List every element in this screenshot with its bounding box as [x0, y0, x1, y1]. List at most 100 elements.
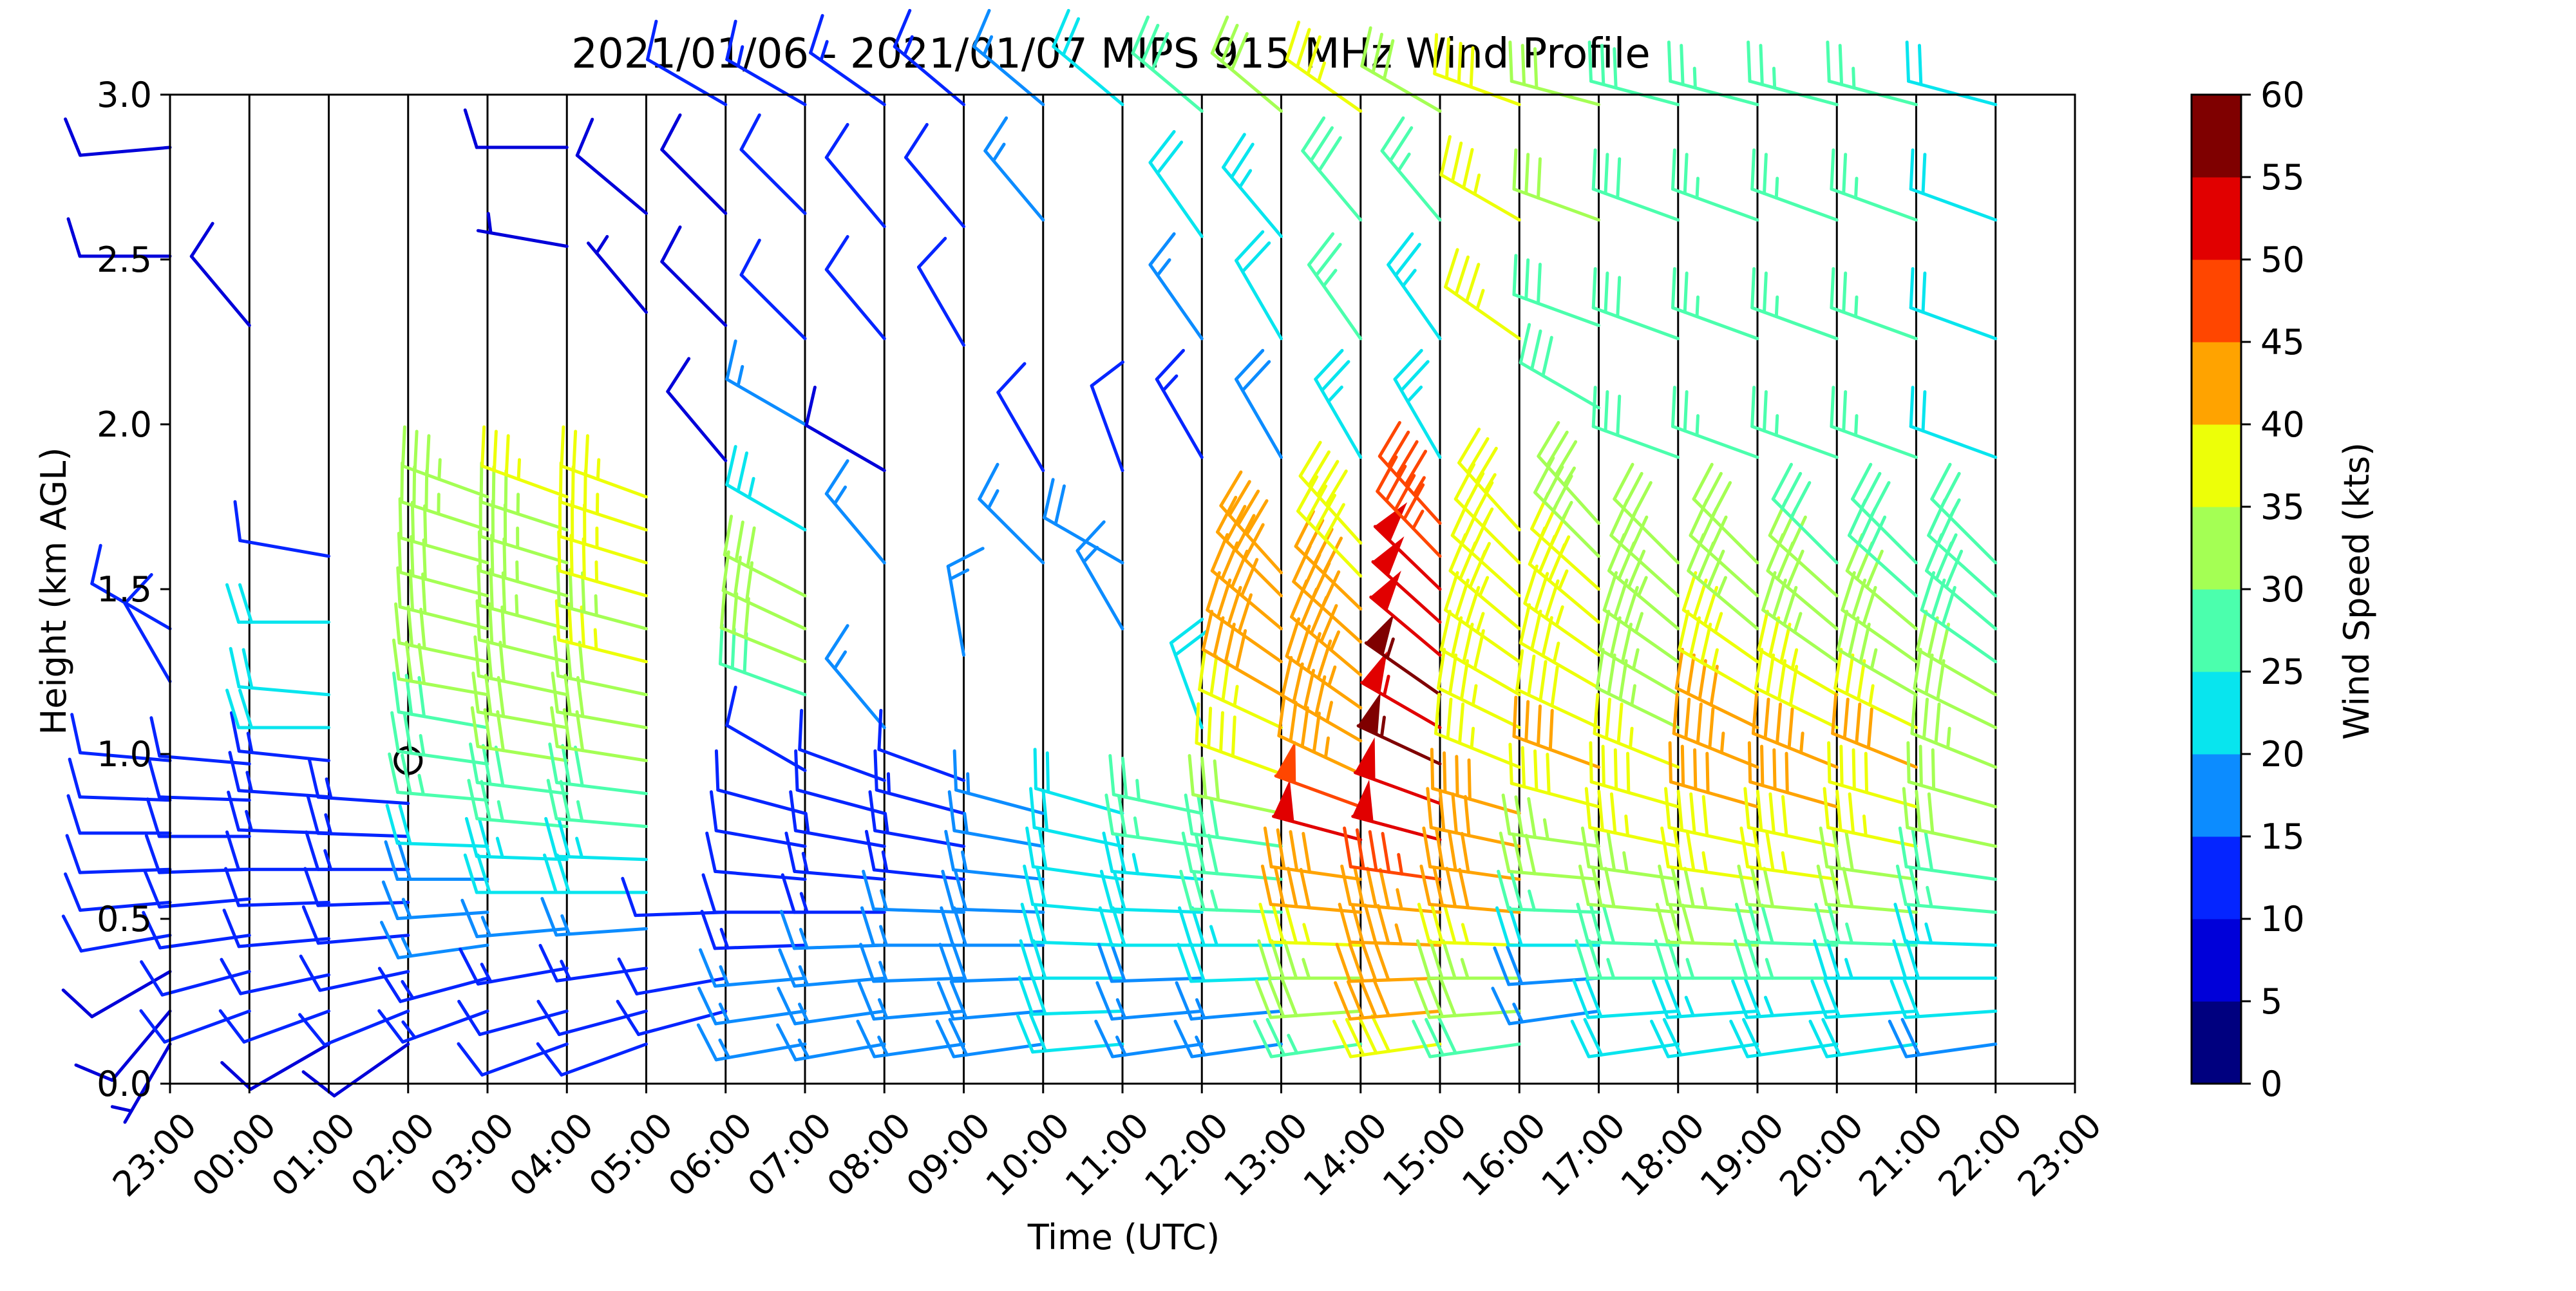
colorbar-tick-label: 20 [2260, 734, 2305, 775]
wind-barb [646, 19, 728, 106]
wind-barb [936, 980, 1045, 1021]
wind-barb [709, 790, 807, 848]
wind-barb [1188, 754, 1283, 815]
wind-barb [1493, 945, 1600, 986]
wind-barb [143, 869, 251, 909]
x-tick-label: 19:00 [1692, 1105, 1792, 1205]
colorbar-tick-label: 55 [2260, 157, 2305, 198]
wind-barb [392, 638, 489, 697]
wind-barb [1029, 787, 1124, 848]
wind-barb [1751, 693, 1839, 769]
wind-barb [560, 425, 648, 499]
wind-barb [1439, 610, 1521, 697]
wind-barb [860, 906, 965, 947]
wind-barb [739, 113, 807, 215]
wind-barb [1436, 648, 1521, 730]
wind-barb [457, 999, 569, 1037]
wind-barb [1351, 779, 1442, 842]
wind-barb [1591, 148, 1680, 222]
wind-barb [660, 225, 728, 327]
y-axis-ticks: 0.0 0.5 1.0 1.5 2.0 2.5 3.0 [97, 75, 170, 1104]
wind-barb [464, 816, 569, 862]
wind-barb [725, 445, 807, 532]
colorbar-segment [2192, 95, 2241, 178]
wind-barb [1257, 939, 1363, 980]
wind-barb [1826, 40, 1918, 106]
wind-barb [90, 543, 172, 630]
wind-barb [1827, 741, 1918, 809]
wind-barb [1260, 864, 1363, 914]
y-tick-label: 2.5 [97, 240, 152, 280]
wind-barb [1025, 826, 1124, 881]
wind-barb [556, 565, 648, 630]
wind-barb [1668, 741, 1759, 809]
wind-barb [381, 880, 489, 921]
wind-barb [1833, 648, 1918, 730]
x-tick-label: 01:00 [263, 1105, 363, 1205]
wind-barb [1750, 386, 1839, 459]
wind-barb [66, 794, 172, 835]
wind-barb [1097, 942, 1204, 983]
wind-barb [739, 238, 807, 341]
wind-barb [1750, 148, 1839, 222]
wind-barb [1672, 693, 1759, 769]
wind-barb [1572, 978, 1680, 1019]
plot-area [61, 8, 2076, 1124]
colorbar-segment [2192, 672, 2241, 755]
colorbar-segment [2192, 589, 2241, 672]
x-tick-label: 08:00 [819, 1105, 919, 1205]
wind-barb [877, 708, 965, 782]
wind-barb [778, 948, 886, 988]
x-axis-label: Time (UTC) [1027, 1217, 1220, 1258]
wind-barb [1930, 462, 1998, 565]
colorbar-segment [2192, 342, 2241, 425]
wind-barb [941, 869, 1045, 914]
colorbar: 0 5 10 15 20 25 30 35 40 45 50 55 60 [2190, 75, 2305, 1104]
wind-barb [397, 531, 489, 598]
wind-barb [1102, 831, 1204, 881]
wind-barb [123, 573, 172, 683]
wind-barb [1593, 693, 1680, 769]
wind-barb [1444, 248, 1521, 341]
colorbar-tick-label: 60 [2260, 75, 2305, 115]
wind-barb [725, 19, 807, 106]
wind-barb [1148, 129, 1204, 238]
wind-barb [1177, 942, 1283, 983]
wind-barb [1692, 462, 1759, 565]
colorbar-label: Wind Speed (kts) [2336, 442, 2377, 740]
y-tick-label: 2.0 [97, 404, 152, 445]
wind-barb [1387, 232, 1442, 341]
wind-barb [798, 708, 886, 782]
wind-barb [1810, 978, 1918, 1019]
wind-barb [1598, 610, 1680, 697]
wind-barb [1892, 939, 1998, 980]
wind-barb [725, 685, 807, 773]
wind-barb [1131, 15, 1204, 113]
wind-barb [553, 635, 648, 697]
wind-barb [983, 116, 1045, 222]
wind-barb [1893, 902, 1998, 947]
wind-barb [540, 897, 648, 937]
y-tick-label: 1.5 [97, 569, 152, 610]
y-axis-label: Height (km AGL) [33, 448, 74, 735]
wind-barb [538, 943, 648, 983]
calm-marker [393, 746, 423, 775]
wind-barb [1845, 532, 1918, 630]
wind-barb [1043, 478, 1124, 565]
wind-barb [1515, 649, 1600, 730]
wind-barb [1910, 693, 1998, 769]
wind-barb [544, 816, 648, 862]
wind-barb [779, 910, 886, 950]
wind-barb [224, 867, 330, 907]
wind-barb [1851, 462, 1918, 565]
wind-barb [147, 757, 251, 802]
wind-barb [64, 872, 172, 912]
wind-barb [1439, 135, 1521, 222]
wind-barb [1754, 648, 1839, 730]
wind-barb [65, 834, 172, 874]
wind-barb [1360, 651, 1442, 730]
wind-barb [1902, 787, 1998, 848]
wind-barb [1098, 906, 1204, 947]
wind-barb [225, 830, 330, 871]
